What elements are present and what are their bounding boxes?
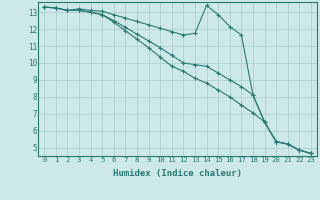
X-axis label: Humidex (Indice chaleur): Humidex (Indice chaleur) xyxy=(113,169,242,178)
